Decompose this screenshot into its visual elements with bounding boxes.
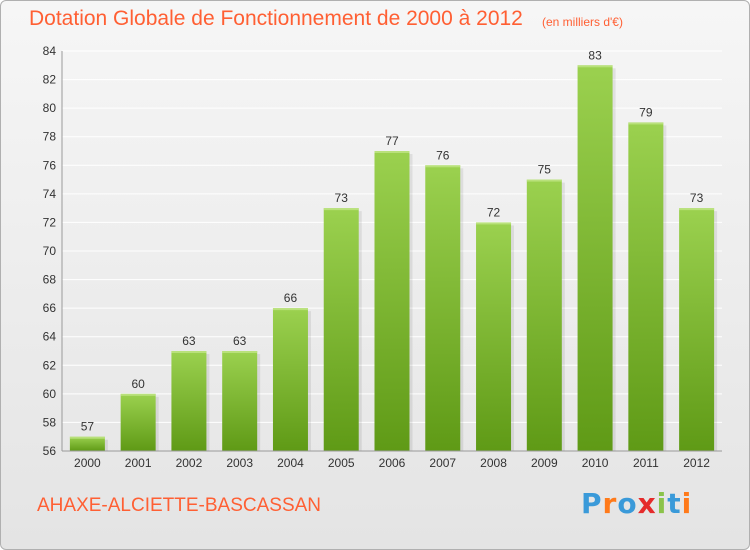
bar-chart: 57 60 63 63 66 73 77 76 72 75 83 79 73 56 58 60 62 64 66 6… — [43, 44, 722, 470]
y-tick-label: 78 — [43, 130, 57, 144]
bar — [577, 65, 613, 452]
x-tick-label: 2001 — [125, 456, 152, 470]
bar-highlight — [323, 208, 359, 211]
y-tick-label: 68 — [43, 273, 57, 287]
y-tick-label: 74 — [43, 187, 57, 201]
proxiti-logo[interactable]: Proxiti — [581, 487, 692, 520]
bar — [526, 179, 562, 452]
bar — [222, 351, 258, 451]
bar-value-label: 73 — [335, 191, 349, 205]
y-tick-label: 80 — [43, 101, 57, 115]
bar-highlight — [476, 222, 512, 225]
commune-name: AHAXE-ALCIETTE-BASCASSAN — [37, 495, 322, 516]
logo-letter: P — [581, 487, 603, 520]
logo-letter: x — [637, 487, 657, 520]
bar-highlight — [577, 65, 613, 68]
bar-value-label: 75 — [538, 163, 552, 177]
y-tick-label: 56 — [43, 444, 57, 458]
bar-value-label: 66 — [284, 291, 298, 305]
bar — [374, 151, 410, 451]
bar — [628, 122, 664, 451]
y-tick-label: 60 — [43, 387, 57, 401]
y-tick-label: 62 — [43, 358, 57, 372]
x-tick-label: 2006 — [379, 456, 406, 470]
bar — [476, 222, 512, 451]
logo-letter: i — [656, 487, 668, 520]
bar — [120, 393, 156, 451]
bar — [272, 308, 308, 451]
chart-subtitle: (en milliers d'€) — [542, 15, 623, 29]
bar-value-label: 83 — [588, 48, 602, 62]
bar-highlight — [628, 122, 664, 125]
bar-value-label: 72 — [487, 205, 501, 219]
logo-letter: i — [681, 487, 693, 520]
bar-highlight — [120, 393, 156, 396]
y-tick-label: 84 — [43, 44, 57, 58]
bar-value-label: 57 — [81, 420, 95, 434]
bar-highlight — [69, 436, 105, 439]
x-tick-label: 2010 — [582, 456, 609, 470]
bar-highlight — [679, 208, 715, 211]
x-tick-label: 2012 — [683, 456, 710, 470]
logo-letter: t — [667, 487, 682, 520]
bar-highlight — [425, 165, 461, 168]
bar-value-label: 63 — [233, 334, 247, 348]
bar — [69, 436, 105, 451]
y-tick-label: 76 — [43, 158, 57, 172]
logo-letter: o — [617, 487, 638, 520]
x-tick-label: 2009 — [531, 456, 558, 470]
axes: 56 58 60 62 64 66 68 70 72 74 76 78 80 82 84 2000 2001 20… — [43, 44, 722, 470]
y-tick-label: 82 — [43, 73, 57, 87]
y-tick-label: 72 — [43, 215, 57, 229]
x-tick-label: 2004 — [277, 456, 304, 470]
x-tick-label: 2007 — [429, 456, 456, 470]
chart-title: Dotation Globale de Fonctionnement de 20… — [29, 7, 523, 30]
logo-letter: r — [602, 487, 618, 520]
x-tick-label: 2005 — [328, 456, 355, 470]
bar-highlight — [526, 179, 562, 182]
bar-value-label: 73 — [690, 191, 704, 205]
y-tick-label: 66 — [43, 301, 57, 315]
bar-value-label: 63 — [182, 334, 196, 348]
bar — [323, 208, 359, 451]
x-tick-label: 2011 — [633, 456, 659, 470]
bar-value-label: 76 — [436, 148, 450, 162]
bar — [425, 165, 461, 452]
bar-highlight — [171, 351, 207, 353]
bar-highlight — [222, 351, 258, 353]
x-tick-label: 2003 — [226, 456, 253, 470]
y-tick-label: 70 — [43, 244, 57, 258]
y-tick-label: 64 — [43, 330, 57, 344]
x-tick-label: 2002 — [176, 456, 203, 470]
bar-value-label: 77 — [385, 134, 399, 148]
bar — [679, 208, 715, 451]
bar — [171, 351, 207, 451]
x-tick-label: 2008 — [480, 456, 507, 470]
bar-highlight — [272, 308, 308, 311]
bar-value-label: 60 — [131, 377, 145, 391]
y-tick-label: 58 — [43, 415, 57, 429]
bar-highlight — [374, 151, 410, 153]
bar-value-label: 79 — [639, 105, 653, 119]
bars: 57 60 63 63 66 73 77 76 72 75 83 79 73 — [69, 48, 718, 452]
x-tick-label: 2000 — [74, 456, 101, 470]
